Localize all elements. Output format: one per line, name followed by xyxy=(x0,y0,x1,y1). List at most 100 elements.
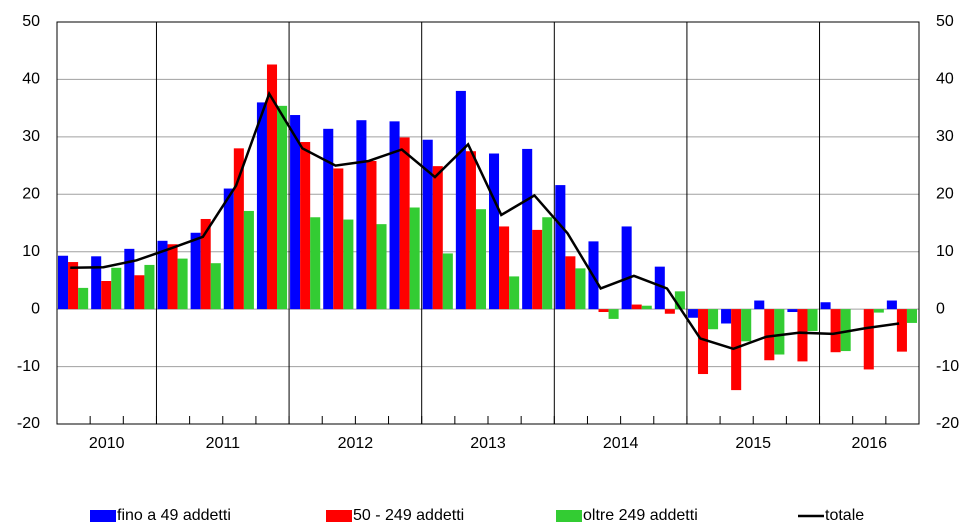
bar xyxy=(366,160,377,310)
bar xyxy=(432,166,443,310)
plot-frame xyxy=(56,21,920,425)
bar xyxy=(608,309,619,319)
bar xyxy=(509,276,520,310)
legend-label: totale xyxy=(825,507,864,524)
bar xyxy=(210,263,221,310)
bar xyxy=(243,210,254,310)
bar xyxy=(167,244,178,310)
bar xyxy=(621,226,632,310)
y-tick-label: 10 xyxy=(22,243,40,260)
bar xyxy=(754,300,765,310)
bar xyxy=(820,302,831,310)
line xyxy=(70,90,900,351)
bar xyxy=(233,148,244,310)
bar xyxy=(124,248,135,310)
x-tick-label: 2013 xyxy=(470,435,506,452)
bar xyxy=(886,300,897,310)
bar xyxy=(111,267,122,310)
bar xyxy=(840,309,851,352)
bar xyxy=(830,309,841,353)
bar xyxy=(465,151,476,310)
bar xyxy=(223,188,234,310)
bar xyxy=(78,287,89,310)
bar xyxy=(190,232,201,310)
x-tick-label: 2014 xyxy=(603,435,639,452)
bar xyxy=(177,258,188,310)
bar xyxy=(256,102,267,310)
bar xyxy=(542,217,553,310)
bar xyxy=(101,281,112,310)
bar xyxy=(290,115,301,310)
bar xyxy=(598,309,609,313)
bar xyxy=(499,226,510,310)
y2-tick-label: 10 xyxy=(936,243,954,260)
bar xyxy=(58,255,69,310)
bar xyxy=(787,309,798,313)
x-tick-label: 2012 xyxy=(338,435,374,452)
bar xyxy=(442,253,453,310)
bar xyxy=(333,168,344,310)
bar xyxy=(277,105,288,310)
bar xyxy=(323,128,334,310)
bar xyxy=(300,142,311,310)
legend-swatch xyxy=(90,510,116,522)
y2-tick-label: 40 xyxy=(936,71,954,88)
bar xyxy=(654,266,665,310)
bar xyxy=(475,209,486,310)
bar xyxy=(641,305,652,310)
bar xyxy=(565,256,576,310)
bar xyxy=(687,309,698,318)
y-tick-label: 0 xyxy=(31,300,40,317)
bar xyxy=(134,275,145,310)
legend-label: 50 - 249 addetti xyxy=(353,507,464,524)
bar xyxy=(409,207,420,310)
bar xyxy=(157,240,168,310)
bar xyxy=(807,309,818,331)
bar xyxy=(310,217,321,310)
bar xyxy=(68,262,79,310)
bar xyxy=(797,309,808,362)
y2-tick-label: -10 xyxy=(936,358,959,375)
legend-swatch xyxy=(326,510,352,522)
bar xyxy=(575,268,586,310)
legend-label: fino a 49 addetti xyxy=(117,507,231,524)
bar xyxy=(532,229,543,310)
y-tick-label: 40 xyxy=(22,71,40,88)
bar xyxy=(389,121,400,310)
x-tick-label: 2010 xyxy=(89,435,125,452)
legend-swatch xyxy=(556,510,582,522)
bar xyxy=(631,304,642,310)
y-tick-label: 30 xyxy=(22,128,40,145)
x-tick-label: 2011 xyxy=(206,435,241,452)
bar xyxy=(91,256,102,310)
bar xyxy=(764,309,775,361)
bar xyxy=(376,224,387,310)
bar xyxy=(422,139,433,310)
bar xyxy=(144,264,155,310)
x-tick-label: 2016 xyxy=(851,435,887,452)
y-tick-label: -20 xyxy=(17,415,40,432)
bar xyxy=(399,137,410,310)
bar xyxy=(896,309,907,352)
y2-tick-label: 20 xyxy=(936,186,954,203)
y2-tick-label: 50 xyxy=(936,13,954,30)
bar xyxy=(664,309,675,314)
bar xyxy=(266,64,278,310)
bar xyxy=(200,218,211,310)
legend-label: oltre 249 addetti xyxy=(583,507,698,524)
y-tick-label: -10 xyxy=(17,358,40,375)
bar xyxy=(741,309,752,342)
bar xyxy=(721,309,732,324)
bar xyxy=(863,309,874,370)
bar xyxy=(356,120,367,310)
bar xyxy=(343,219,354,310)
y2-tick-label: -20 xyxy=(936,415,959,432)
bar xyxy=(708,309,719,330)
y2-tick-label: 30 xyxy=(936,128,954,145)
bar xyxy=(906,309,917,323)
bar xyxy=(455,90,466,310)
bar xyxy=(555,185,566,310)
y-tick-label: 20 xyxy=(22,186,40,203)
bar xyxy=(873,309,884,313)
